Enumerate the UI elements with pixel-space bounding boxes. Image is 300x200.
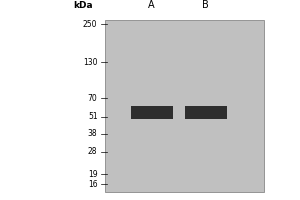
Text: kDa: kDa [74,1,93,10]
Text: 51: 51 [88,112,98,121]
Text: 250: 250 [83,20,98,29]
Bar [130,106,172,119]
Text: 38: 38 [88,129,98,138]
Text: 16: 16 [88,180,98,189]
Text: 28: 28 [88,147,98,156]
Bar [184,106,226,119]
Bar [105,20,264,192]
Text: 70: 70 [88,94,98,103]
Text: 130: 130 [83,58,98,67]
Text: B: B [202,0,209,10]
Text: A: A [148,0,155,10]
Text: 19: 19 [88,170,98,179]
